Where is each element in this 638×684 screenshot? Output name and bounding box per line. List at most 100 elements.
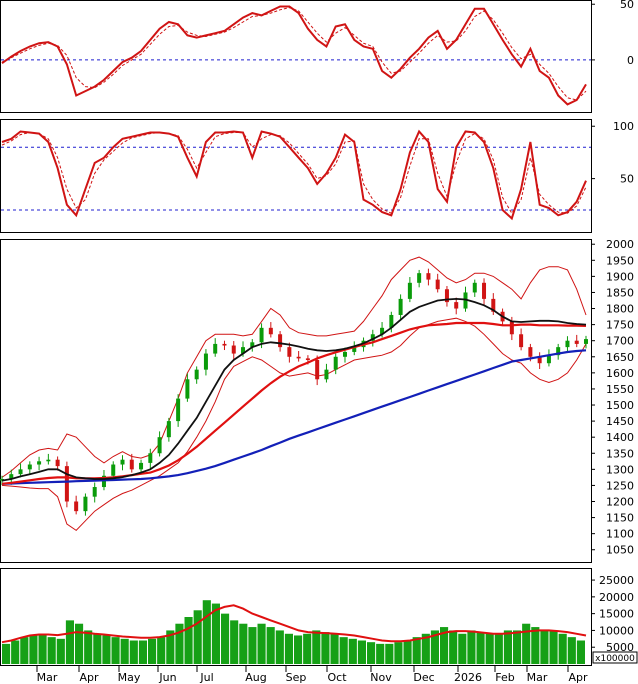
panel-oscillator-middle-frame xyxy=(0,119,592,233)
volume-bar xyxy=(93,633,102,664)
candle-body xyxy=(222,343,227,346)
volume-bar xyxy=(567,637,576,664)
y-tick-label: 1100 xyxy=(606,528,634,541)
y-tick-label: 1600 xyxy=(606,367,634,380)
volume-bar xyxy=(65,620,74,664)
candle-body xyxy=(380,327,385,335)
volume-bar xyxy=(257,623,266,664)
y-tick-label: 1850 xyxy=(606,286,634,299)
y-tick-label: 100 xyxy=(613,120,634,133)
panel-price-frame xyxy=(0,239,592,563)
volume-bar xyxy=(294,635,303,664)
candle-body xyxy=(166,421,171,438)
y-tick-label: 15000 xyxy=(599,608,634,621)
y-tick-label: 1450 xyxy=(606,415,634,428)
volume-bar xyxy=(102,635,111,664)
candle-body xyxy=(250,342,255,348)
signal-line xyxy=(1,131,587,215)
y-tick-label: 1050 xyxy=(606,544,634,557)
x-tick-label: Feb xyxy=(495,671,514,684)
volume-bar xyxy=(120,638,129,664)
volume-bar xyxy=(531,627,540,664)
x-tick-label: Jul xyxy=(199,671,213,684)
panel-oscillator-middle: 100 50 xyxy=(1,120,634,221)
volume-bar xyxy=(440,627,449,664)
candle-body xyxy=(454,302,459,309)
volume-bar xyxy=(321,632,330,664)
volume-bar xyxy=(330,633,339,664)
volume-bar xyxy=(467,630,476,664)
volume-bar xyxy=(138,640,147,664)
x-tick-label: Sep xyxy=(286,671,307,684)
x-tick-label: Dec xyxy=(413,671,434,684)
candle-body xyxy=(426,273,431,280)
candle-body xyxy=(370,334,375,341)
candle-body xyxy=(120,459,125,465)
volume-bar xyxy=(129,640,138,664)
candle-body xyxy=(528,347,533,357)
volume-bar xyxy=(166,630,175,664)
volume-bar xyxy=(38,633,47,664)
x-tick-label: Mar xyxy=(37,671,58,684)
candle-body xyxy=(231,345,236,354)
candle-body xyxy=(9,474,14,479)
volume-bar xyxy=(47,637,56,664)
candle-body xyxy=(287,347,292,357)
candle-body xyxy=(444,289,449,303)
x-tick-label: Aug xyxy=(245,671,266,684)
y-tick-label: 1500 xyxy=(606,399,634,412)
candle-body xyxy=(213,343,218,354)
y-tick-label: 1950 xyxy=(606,254,634,267)
volume-bar xyxy=(157,637,166,664)
candle-body xyxy=(27,464,32,470)
y-tick-label: 50 xyxy=(620,0,634,11)
candle-body xyxy=(148,453,153,463)
candle-body xyxy=(129,459,134,470)
candle-body xyxy=(537,356,542,364)
candle-body xyxy=(92,487,97,497)
candle-body xyxy=(37,461,42,465)
volume-bar xyxy=(211,603,220,664)
y-tick-label: 5000 xyxy=(606,641,634,654)
candle-body xyxy=(546,355,551,364)
candle-body xyxy=(268,327,273,335)
x-tick-label: May xyxy=(118,671,141,684)
x-tick-label: Apr xyxy=(568,671,588,684)
panel-oscillator-top-frame xyxy=(0,0,592,113)
volume-bar xyxy=(430,630,439,664)
y-tick-label: 1700 xyxy=(606,335,634,348)
x-tick-label: Jun xyxy=(158,671,176,684)
volume-bar xyxy=(11,640,20,664)
candle-body xyxy=(509,321,514,335)
ma-long-line xyxy=(1,349,587,485)
y-tick-label: 1350 xyxy=(606,447,634,460)
volume-bar xyxy=(29,635,38,664)
panel-oscillator-top: 50 0 xyxy=(1,0,634,106)
volume-bar xyxy=(303,633,312,664)
candle-body xyxy=(139,462,144,470)
oscillator-line xyxy=(1,5,587,106)
candle-body xyxy=(324,369,329,380)
volume-bar xyxy=(148,638,157,664)
y-tick-label: 1300 xyxy=(606,463,634,476)
ma-short-line xyxy=(1,297,587,482)
candle-body xyxy=(463,292,468,309)
volume-bar xyxy=(193,610,202,664)
candle-body xyxy=(259,327,264,343)
volume-bar xyxy=(184,617,193,664)
y-tick-label: 1900 xyxy=(606,270,634,283)
candle-body xyxy=(417,273,422,283)
volume-bar xyxy=(221,613,230,664)
volume-bar xyxy=(2,643,11,664)
y-tick-label: 1750 xyxy=(606,319,634,332)
candle-body xyxy=(472,282,477,293)
x-tick-label: Oct xyxy=(327,671,347,684)
volume-bar xyxy=(275,630,284,664)
volume-bar xyxy=(56,638,65,664)
panel-volume-frame xyxy=(0,568,592,666)
candle-body xyxy=(305,358,310,360)
volume-bar xyxy=(485,633,494,664)
volume-bar xyxy=(476,632,485,664)
